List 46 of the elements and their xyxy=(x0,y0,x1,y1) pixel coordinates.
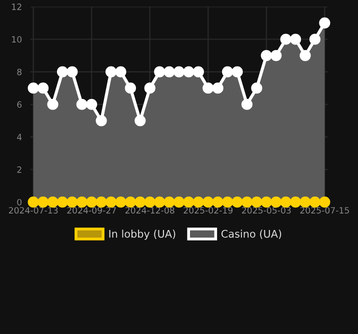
x-tick-label: 2025-05-03 xyxy=(242,207,291,214)
point xyxy=(86,196,98,208)
x-tick-label: 2024-09-27 xyxy=(67,207,116,214)
y-tick-label: 6 xyxy=(17,101,22,108)
point xyxy=(105,196,117,208)
y-tick-label: 10 xyxy=(12,36,22,43)
point xyxy=(251,196,262,208)
x-tick-label: 2024-07-13 xyxy=(8,207,58,214)
point xyxy=(115,196,126,208)
point xyxy=(66,196,78,208)
point xyxy=(56,196,68,208)
y-tick-label: 12 xyxy=(12,4,22,10)
point xyxy=(309,196,320,208)
point xyxy=(280,196,292,208)
y-tick-label: 8 xyxy=(17,68,22,76)
point xyxy=(319,196,330,208)
point xyxy=(47,196,58,208)
point xyxy=(183,196,194,208)
point xyxy=(28,196,39,208)
point xyxy=(192,196,204,208)
y-tick-label: 4 xyxy=(17,134,22,140)
point xyxy=(96,196,107,208)
y-tick-label: 2 xyxy=(17,166,22,173)
point xyxy=(270,196,282,208)
point xyxy=(260,196,272,208)
x-tick-label: 2024-12-08 xyxy=(125,207,174,214)
point xyxy=(154,196,166,208)
point xyxy=(212,196,224,208)
point xyxy=(222,196,234,208)
point xyxy=(76,196,88,208)
point xyxy=(124,196,136,208)
text: In lobby (UA) xyxy=(109,230,176,240)
point xyxy=(241,196,253,208)
point xyxy=(202,196,214,208)
x-tick-label: 2025-07-15 xyxy=(300,207,349,214)
point xyxy=(134,196,146,208)
point xyxy=(164,196,175,208)
y-tick-label: 0 xyxy=(17,198,22,206)
legend-label: Casino (UA) xyxy=(221,230,282,239)
point xyxy=(37,196,49,208)
point xyxy=(144,196,156,208)
point xyxy=(173,196,185,208)
point xyxy=(300,196,311,208)
point xyxy=(232,196,243,208)
x-tick-label: 2025-02-19 xyxy=(184,207,233,214)
point xyxy=(290,196,302,208)
